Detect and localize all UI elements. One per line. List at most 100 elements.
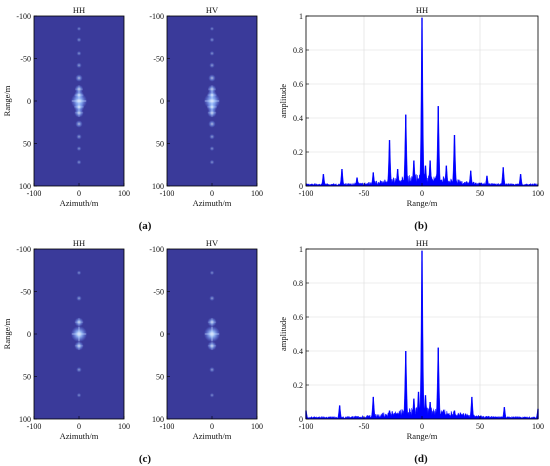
subplot-title: HH xyxy=(73,5,85,15)
x-tick-label: 100 xyxy=(251,422,263,431)
y-tick-label: 100 xyxy=(152,182,164,191)
scatter-spot xyxy=(76,295,82,302)
area-chart-b: -100 -50 0 50 100 0 0.2 0.4 0.6 0.8 1 HH Range/m ampl… xyxy=(278,5,544,208)
y-tick-label: 0 xyxy=(27,97,31,106)
y-tick-label: -100 xyxy=(149,12,164,21)
panel-a: -100 0 100-100-50050100HHAzimuth/mRange/m … xyxy=(2,5,263,232)
scatter-spot xyxy=(76,37,82,43)
y-axis-label: Range/m xyxy=(2,85,12,116)
area-chart-d: -100 -50 0 50 100 0 0.2 0.4 0.6 0.8 1 HH Range/m ampl… xyxy=(278,238,544,441)
y-axis-label: amplitude xyxy=(278,317,288,351)
x-tick-label: 100 xyxy=(251,189,263,198)
scatter-spot xyxy=(74,108,84,118)
y-tick-label: 50 xyxy=(23,140,31,149)
scatter-spot xyxy=(209,37,215,43)
y-tick-label: 0 xyxy=(160,330,164,339)
y-tick-label: 0.8 xyxy=(293,279,303,288)
y-tick-label: 100 xyxy=(152,415,164,424)
x-tick-label: -50 xyxy=(359,189,370,198)
scatter-spot xyxy=(74,317,84,327)
x-tick-label: 100 xyxy=(118,422,130,431)
subplot-title: HV xyxy=(206,238,219,248)
scatter-spot xyxy=(76,133,82,140)
scatter-spot xyxy=(209,62,215,69)
scatter-spot xyxy=(207,341,217,351)
y-tick-label: 1 xyxy=(299,12,303,21)
scatter-spot xyxy=(209,295,215,302)
scatter-spot xyxy=(209,270,215,276)
y-tick-label: 0.6 xyxy=(293,80,303,89)
panel-label-c: (c) xyxy=(139,453,152,465)
y-tick-label: 0.2 xyxy=(293,381,303,390)
x-tick-label: 0 xyxy=(420,189,424,198)
x-tick-label: -100 xyxy=(27,189,42,198)
x-tick-label: -100 xyxy=(27,422,42,431)
y-tick-label: -100 xyxy=(16,12,31,21)
scatter-spot xyxy=(74,341,84,351)
scatter-spot xyxy=(76,270,82,276)
scatter-spot xyxy=(207,108,217,118)
x-tick-label: -100 xyxy=(160,189,175,198)
x-tick-label: 0 xyxy=(420,422,424,431)
y-tick-label: 100 xyxy=(19,182,31,191)
x-axis-label: Azimuth/m xyxy=(60,198,99,208)
scatter-spot xyxy=(208,120,216,128)
x-tick-label: 0 xyxy=(77,189,81,198)
x-tick-label: 50 xyxy=(476,422,484,431)
x-tick-label: 100 xyxy=(532,189,544,198)
scatter-spot xyxy=(76,26,82,31)
scatter-spot xyxy=(209,50,215,56)
y-tick-label: 0.4 xyxy=(293,114,303,123)
x-tick-label: -50 xyxy=(359,422,370,431)
x-tick-label: -100 xyxy=(299,422,314,431)
scatter-spot xyxy=(209,146,215,152)
panel-d: -100 -50 0 50 100 0 0.2 0.4 0.6 0.8 1 HH Range/m ampl… xyxy=(278,238,544,465)
y-tick-label: 0 xyxy=(160,97,164,106)
scatter-spot xyxy=(75,74,83,82)
panel-label-d: (d) xyxy=(414,453,428,465)
scatter-spot xyxy=(75,120,83,128)
panel-label-b: (b) xyxy=(414,220,428,232)
panel-label-a: (a) xyxy=(139,220,152,232)
x-tick-label: -100 xyxy=(160,422,175,431)
y-tick-label: 0.2 xyxy=(293,148,303,157)
y-tick-label: 1 xyxy=(299,245,303,254)
y-tick-label: -50 xyxy=(20,288,31,297)
scatter-spot xyxy=(209,159,215,165)
y-tick-label: -50 xyxy=(20,55,31,64)
scatter-spot xyxy=(76,366,82,373)
subplot-title: HV xyxy=(206,5,219,15)
panel-c: -100 0 100-100-50050100HHAzimuth/mRange/m … xyxy=(2,238,263,465)
y-tick-label: -100 xyxy=(149,245,164,254)
scatter-spot xyxy=(76,146,82,152)
x-tick-label: 0 xyxy=(77,422,81,431)
scatter-spot xyxy=(209,26,215,31)
scatter-spot xyxy=(76,159,82,165)
x-axis-label: Azimuth/m xyxy=(193,431,232,441)
x-tick-label: 50 xyxy=(476,189,484,198)
scatter-spot xyxy=(207,84,217,94)
y-tick-label: 0.8 xyxy=(293,46,303,55)
y-axis-label: amplitude xyxy=(278,84,288,118)
scatter-spot xyxy=(76,50,82,56)
x-tick-label: 0 xyxy=(210,422,214,431)
scatter-spot xyxy=(207,317,217,327)
chart-title: HH xyxy=(416,238,428,248)
scatter-spot xyxy=(209,133,215,140)
scatter-spot xyxy=(76,392,82,398)
y-tick-label: 100 xyxy=(19,415,31,424)
y-tick-label: -50 xyxy=(153,55,164,64)
y-tick-label: 0.6 xyxy=(293,313,303,322)
x-tick-label: 0 xyxy=(210,189,214,198)
y-axis-label: Range/m xyxy=(2,318,12,349)
chart-title: HH xyxy=(416,5,428,15)
x-axis-label: Range/m xyxy=(407,198,438,208)
subplot-title: HH xyxy=(73,238,85,248)
y-tick-label: 0.4 xyxy=(293,347,303,356)
y-tick-label: -100 xyxy=(16,245,31,254)
panel-b: -100 -50 0 50 100 0 0.2 0.4 0.6 0.8 1 HH Range/m ampl… xyxy=(278,5,544,232)
